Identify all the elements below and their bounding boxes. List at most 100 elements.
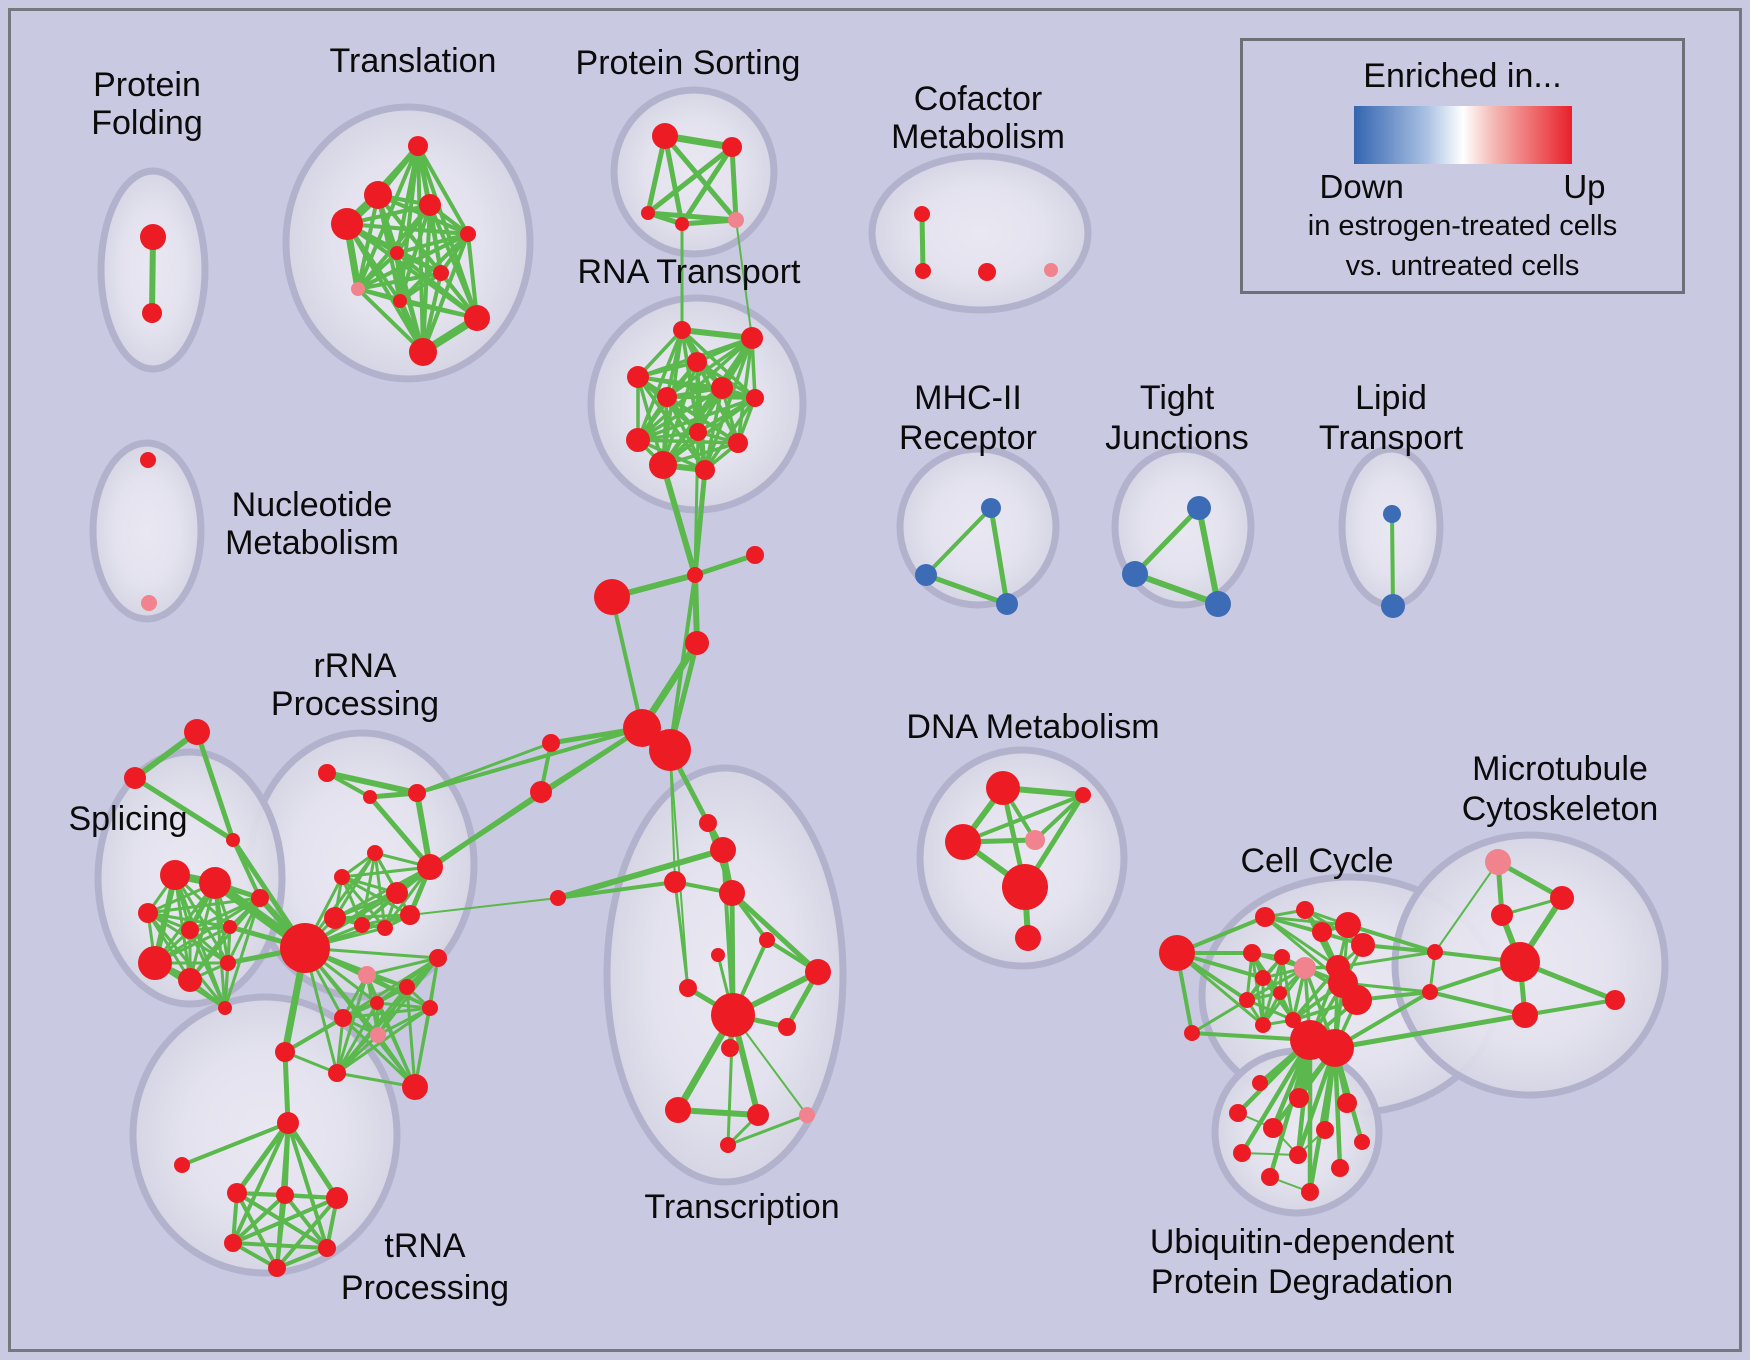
- node-rr17: [422, 1000, 438, 1016]
- legend-caption-line1: in estrogen-treated cells: [1307, 210, 1618, 242]
- node-r3: [687, 352, 707, 372]
- node-pf1: [140, 224, 166, 250]
- node-cc2: [1184, 1025, 1200, 1041]
- node-r12: [695, 460, 715, 480]
- node-f1: [914, 206, 930, 222]
- cluster-label-rrna-processing: rRNA: [313, 647, 396, 685]
- node-mt4: [1500, 942, 1540, 982]
- edge-d2-d4: [1033, 793, 1085, 842]
- edge-p2-p5: [729, 144, 739, 223]
- edge-tr1-tr3: [194, 729, 236, 843]
- edge-r4-r7: [636, 375, 757, 400]
- cluster-label-trna-processing: Processing: [341, 1269, 509, 1307]
- cluster-label-lipid-transport: Transport: [1319, 419, 1464, 457]
- node-u8: [1289, 1146, 1307, 1164]
- node-mt8: [1422, 984, 1438, 1000]
- node-d6: [1015, 925, 1041, 951]
- node-t1: [408, 136, 428, 156]
- node-u11: [1331, 1159, 1349, 1177]
- cluster-label-splicing: Splicing: [68, 800, 187, 838]
- node-f3: [978, 263, 996, 281]
- edge-r2-r5: [665, 336, 754, 399]
- node-u5: [1263, 1118, 1283, 1138]
- node-c1: [542, 734, 560, 752]
- node-n1: [140, 452, 156, 468]
- nodes-layer: [124, 123, 1625, 1277]
- node-r9: [626, 428, 650, 452]
- edge-b1-b2: [924, 506, 993, 577]
- edge-k2-k3: [180, 1121, 290, 1167]
- legend-title: Enriched in...: [1363, 57, 1562, 95]
- node-t7: [433, 265, 449, 281]
- edge-mt6-mt8: [1428, 990, 1527, 1017]
- edge-t1-t8: [356, 144, 420, 291]
- edge-p2-p4: [679, 144, 735, 227]
- node-tx12: [747, 1104, 769, 1126]
- node-tx14: [720, 1137, 736, 1153]
- node-t3: [331, 208, 363, 240]
- node-u1: [1252, 1075, 1268, 1091]
- edge-rr2-rr6: [367, 794, 433, 870]
- node-rr3: [408, 784, 426, 802]
- cluster-label-ubiquitin-degradation: Ubiquitin-dependent: [1150, 1223, 1455, 1261]
- node-tx8: [805, 959, 831, 985]
- edge-k1-rr18: [283, 1016, 345, 1054]
- node-f4: [1044, 263, 1058, 277]
- edge-rr11-txL: [409, 897, 559, 916]
- edge-t4-t10: [428, 203, 479, 320]
- node-ch2: [1316, 1029, 1354, 1067]
- edge-p2-p3: [645, 144, 735, 216]
- node-k6: [326, 1187, 348, 1209]
- edge-tx13-tx14: [726, 1113, 809, 1147]
- edge-r1-r7: [680, 328, 757, 400]
- node-s5: [223, 920, 237, 934]
- node-k8: [318, 1239, 336, 1257]
- node-k5: [276, 1186, 294, 1204]
- edge-cc9-cc15: [1280, 955, 1295, 1022]
- node-rr14: [358, 966, 376, 984]
- node-txL: [550, 890, 566, 906]
- edge-r11-j1: [660, 462, 698, 578]
- node-f2: [915, 263, 931, 279]
- node-b8: [1381, 594, 1405, 618]
- edge-p1-p4: [662, 133, 685, 227]
- node-rr9: [354, 917, 370, 933]
- node-rr15: [399, 979, 415, 995]
- cluster-label-lipid-transport: Lipid: [1355, 379, 1427, 417]
- node-cc16: [1255, 1017, 1271, 1033]
- node-t9: [393, 294, 407, 308]
- node-tr1: [184, 719, 210, 745]
- node-k1: [275, 1042, 295, 1062]
- node-mt5: [1605, 990, 1625, 1010]
- node-d2: [1075, 787, 1091, 803]
- node-mt1: [1485, 849, 1511, 875]
- node-b2: [915, 564, 937, 586]
- node-tx4: [719, 880, 745, 906]
- node-b4: [1187, 496, 1211, 520]
- node-u9: [1354, 1134, 1370, 1150]
- node-h1: [623, 709, 661, 747]
- edge-tr2-tr3: [132, 775, 236, 843]
- edge-k2-k6: [285, 1120, 340, 1201]
- edge-cc10-cc14: [1245, 966, 1307, 1002]
- node-cc5: [1312, 922, 1332, 942]
- node-tx1: [699, 814, 717, 832]
- node-cc10: [1294, 957, 1316, 979]
- edge-rr17-rr18: [341, 1006, 432, 1020]
- node-cc15: [1285, 1012, 1301, 1028]
- node-mt7: [1427, 944, 1443, 960]
- node-p4: [675, 217, 689, 231]
- node-r10: [728, 433, 748, 453]
- node-rr16: [370, 996, 384, 1010]
- edge-cc3-cc6: [1263, 915, 1350, 927]
- edge-r9-r10: [636, 438, 740, 445]
- node-s6: [138, 946, 172, 980]
- edge-p1-p5: [662, 133, 739, 223]
- edge-rr1-rr3: [324, 770, 420, 796]
- edge-rr18-rr12: [341, 956, 440, 1020]
- node-j2: [746, 546, 764, 564]
- node-k3: [174, 1157, 190, 1173]
- edge-rr16-rr21: [375, 1001, 417, 1089]
- legend-up-label: Up: [1563, 168, 1606, 205]
- node-cc1: [1159, 935, 1195, 971]
